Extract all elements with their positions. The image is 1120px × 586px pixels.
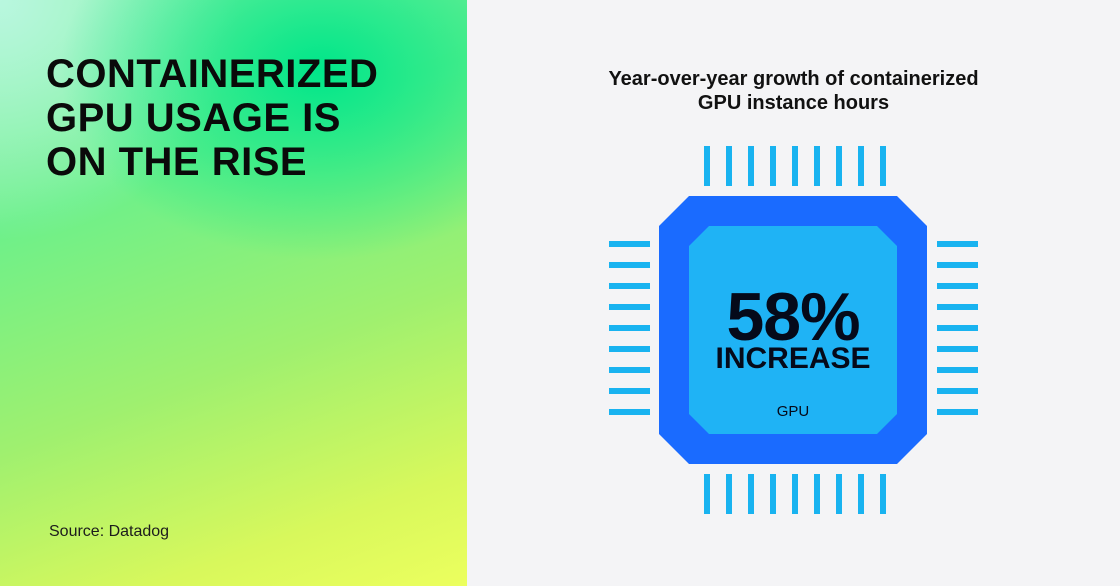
headline-line-1: CONTAINERIZED [46,52,379,96]
chip-die [689,226,897,434]
stat-value: 58% [726,279,860,355]
chart-title-line-2: GPU instance hours [697,92,890,114]
chip-label: GPU [776,403,810,420]
headline-line-2: GPU USAGE IS [46,96,341,140]
source-note: Source: Datadog [49,523,170,540]
chip-pins [609,146,978,514]
headline: CONTAINERIZED GPU USAGE IS ON THE RISE [46,52,446,184]
chart-title: Year-over-year growth of containerized G… [467,67,1120,115]
stat-label: INCREASE [715,342,871,375]
chip-pins-left [609,241,650,415]
chip-pins-top [704,146,886,186]
left-panel: CONTAINERIZED GPU USAGE IS ON THE RISE S… [0,0,467,586]
chip-pins-bottom [704,474,886,514]
chip-pins-right [937,241,978,415]
chart-title-line-1: Year-over-year growth of containerized [608,68,979,90]
headline-line-3: ON THE RISE [46,140,308,184]
